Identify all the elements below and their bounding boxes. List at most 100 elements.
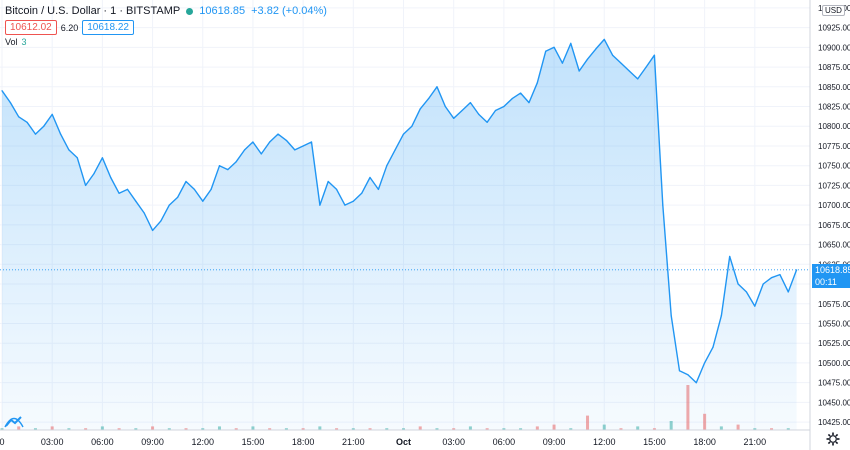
x-tick-label: 09:00	[543, 437, 566, 447]
y-tick-label: 10750.00	[818, 162, 850, 171]
settings-gear-icon[interactable]	[826, 432, 840, 446]
series-point	[302, 145, 304, 147]
series-point	[285, 139, 287, 142]
series-point	[386, 165, 388, 167]
tradingview-logo-icon[interactable]	[4, 412, 24, 430]
series-point	[612, 54, 614, 56]
y-tick-label: 10475.00	[818, 379, 850, 388]
y-tick-label: 10825.00	[818, 103, 850, 112]
y-tick-label: 10875.00	[818, 63, 850, 72]
series-point	[394, 149, 396, 151]
x-tick-label: 06:00	[493, 437, 516, 447]
series-point	[310, 141, 313, 143]
series-point	[277, 133, 279, 135]
series-point	[68, 149, 70, 151]
x-tick-label: 15:00	[643, 437, 666, 447]
y-tick-label: 10850.00	[818, 83, 850, 92]
series-area	[2, 39, 797, 431]
symbol-title[interactable]: Bitcoin / U.S. Dollar · 1 · BITSTAMP	[5, 5, 181, 17]
currency-badge[interactable]: USD	[822, 5, 845, 16]
series-point	[361, 192, 363, 194]
volume-value: 3	[21, 37, 27, 47]
series-point	[796, 269, 798, 271]
y-tick-label: 10650.00	[818, 241, 850, 250]
series-point	[344, 204, 346, 206]
series-point	[9, 101, 11, 104]
series-point	[478, 113, 480, 116]
series-point	[486, 121, 488, 123]
buy-button[interactable]: 10618.22	[82, 20, 134, 35]
x-tick-label: 03:00	[442, 437, 465, 447]
series-point	[110, 176, 112, 179]
y-tick-label: 10800.00	[818, 122, 850, 131]
series-point	[745, 291, 748, 293]
series-point	[712, 346, 714, 348]
series-point	[218, 165, 221, 167]
series-point	[411, 125, 413, 127]
market-status-icon	[186, 7, 194, 15]
series-point	[520, 92, 522, 94]
y-tick-label: 10425.00	[818, 418, 850, 427]
series-point	[779, 273, 781, 276]
series-point	[335, 188, 338, 190]
series-point	[687, 374, 689, 376]
x-tick-label: 18:00	[292, 437, 315, 447]
series-point	[770, 277, 773, 279]
x-tick-label: 0	[0, 437, 5, 447]
y-tick-label: 10700.00	[818, 201, 850, 210]
series-point	[570, 42, 572, 44]
y-tick-label: 10550.00	[818, 319, 850, 328]
series-point	[586, 58, 589, 60]
series-point	[51, 113, 53, 116]
series-point	[177, 196, 179, 198]
series-point	[18, 116, 20, 118]
series-point	[294, 149, 296, 151]
series-point	[620, 62, 622, 64]
series-point	[135, 200, 137, 202]
series-point	[469, 101, 472, 104]
series-point	[193, 188, 195, 190]
series-point	[678, 370, 681, 372]
series-point	[85, 184, 87, 187]
sell-button[interactable]: 10612.02	[5, 20, 57, 35]
series-point	[185, 180, 187, 183]
series-point	[637, 78, 639, 80]
series-point	[377, 188, 380, 190]
series-point	[503, 105, 505, 108]
y-tick-label: 10525.00	[818, 339, 850, 348]
series-point	[762, 283, 764, 285]
x-tick-label: 03:00	[41, 437, 64, 447]
x-tick-label: 12:00	[191, 437, 214, 447]
price-change: +3.82 (+0.04%)	[251, 5, 327, 17]
series-point	[695, 382, 697, 384]
series-point	[561, 62, 564, 64]
series-point	[436, 86, 438, 88]
series-point	[327, 180, 329, 183]
series-point	[704, 362, 706, 364]
y-tick-label: 10925.00	[818, 24, 850, 33]
series-point	[93, 172, 95, 175]
x-tick-label: 15:00	[242, 437, 265, 447]
series-point	[26, 121, 28, 123]
series-point	[252, 141, 254, 143]
series-point	[653, 54, 656, 56]
series-point	[494, 109, 497, 112]
series-point	[126, 188, 129, 190]
series-point	[720, 314, 722, 317]
y-tick-label: 10450.00	[818, 398, 850, 407]
series-point	[578, 70, 580, 72]
y-tick-label: 10575.00	[818, 300, 850, 309]
bar-countdown-tag: 00:11	[812, 275, 850, 288]
series-point	[76, 157, 78, 159]
volume-legend[interactable]: Vol 3	[5, 37, 27, 47]
series-point	[243, 149, 246, 151]
series-point	[352, 200, 354, 202]
series-point	[444, 105, 446, 108]
x-tick-label: Oct	[396, 437, 411, 447]
chart-legend: Bitcoin / U.S. Dollar · 1 · BITSTAMP 106…	[5, 5, 327, 17]
last-price: 10618.85	[199, 5, 246, 17]
series-point	[160, 220, 162, 222]
series-point	[536, 82, 538, 84]
series-point	[118, 192, 120, 194]
